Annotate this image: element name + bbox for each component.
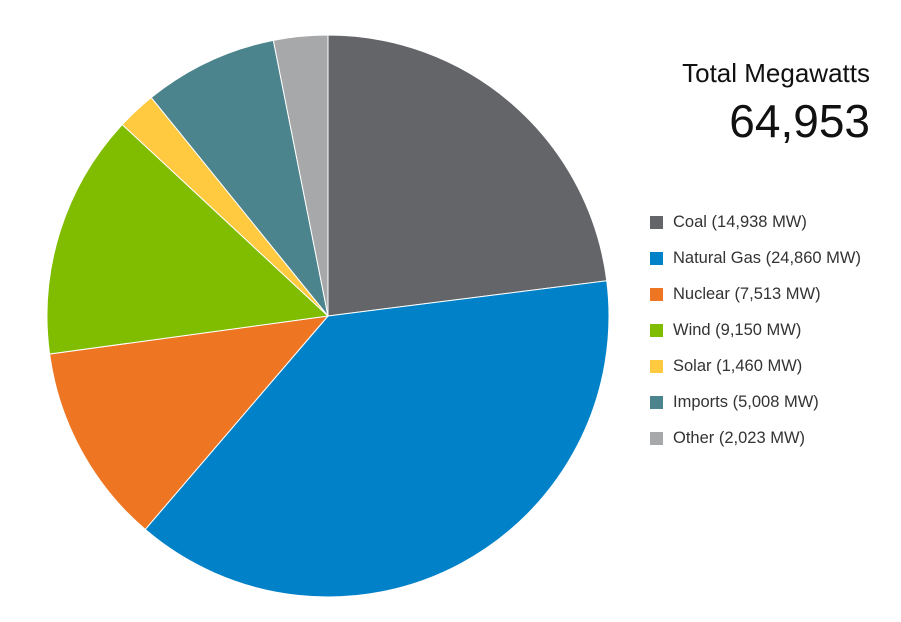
legend-swatch-natural-gas: [650, 251, 663, 265]
pie-slice-other[interactable]: [272, 34, 329, 317]
legend-item-imports[interactable]: Imports (5,008 MW): [650, 384, 861, 420]
pie-chart: [46, 34, 610, 598]
legend-swatch-nuclear: [650, 287, 663, 301]
chart-legend: Coal (14,938 MW) Natural Gas (24,860 MW) N…: [650, 204, 861, 456]
pie-slice-natural-gas[interactable]: [144, 280, 610, 598]
legend-label-nuclear: Nuclear (7,513 MW): [673, 284, 821, 303]
legend-swatch-wind: [650, 323, 663, 337]
legend-item-wind[interactable]: Wind (9,150 MW): [650, 312, 861, 348]
legend-label-solar: Solar (1,460 MW): [673, 356, 803, 375]
total-value: 64,953: [729, 95, 870, 147]
legend-swatch-imports: [650, 395, 663, 409]
legend-swatch-coal: [650, 215, 663, 229]
legend-label-imports: Imports (5,008 MW): [673, 392, 819, 411]
pie-slice-wind[interactable]: [46, 123, 330, 355]
legend-swatch-solar: [650, 359, 663, 373]
legend-item-coal[interactable]: Coal (14,938 MW): [650, 204, 861, 240]
legend-item-other[interactable]: Other (2,023 MW): [650, 420, 861, 456]
legend-item-natural-gas[interactable]: Natural Gas (24,860 MW): [650, 240, 861, 276]
pie-slice-nuclear[interactable]: [49, 315, 330, 531]
legend-label-wind: Wind (9,150 MW): [673, 320, 802, 339]
legend-item-solar[interactable]: Solar (1,460 MW): [650, 348, 861, 384]
legend-swatch-other: [650, 431, 663, 445]
legend-label-natural-gas: Natural Gas (24,860 MW): [673, 248, 861, 267]
total-label: Total Megawatts: [682, 58, 870, 88]
pie-slice-imports[interactable]: [150, 39, 329, 317]
legend-label-coal: Coal (14,938 MW): [673, 212, 807, 231]
legend-label-other: Other (2,023 MW): [673, 428, 806, 447]
pie-slice-coal[interactable]: [327, 34, 608, 317]
legend-item-nuclear[interactable]: Nuclear (7,513 MW): [650, 276, 861, 312]
